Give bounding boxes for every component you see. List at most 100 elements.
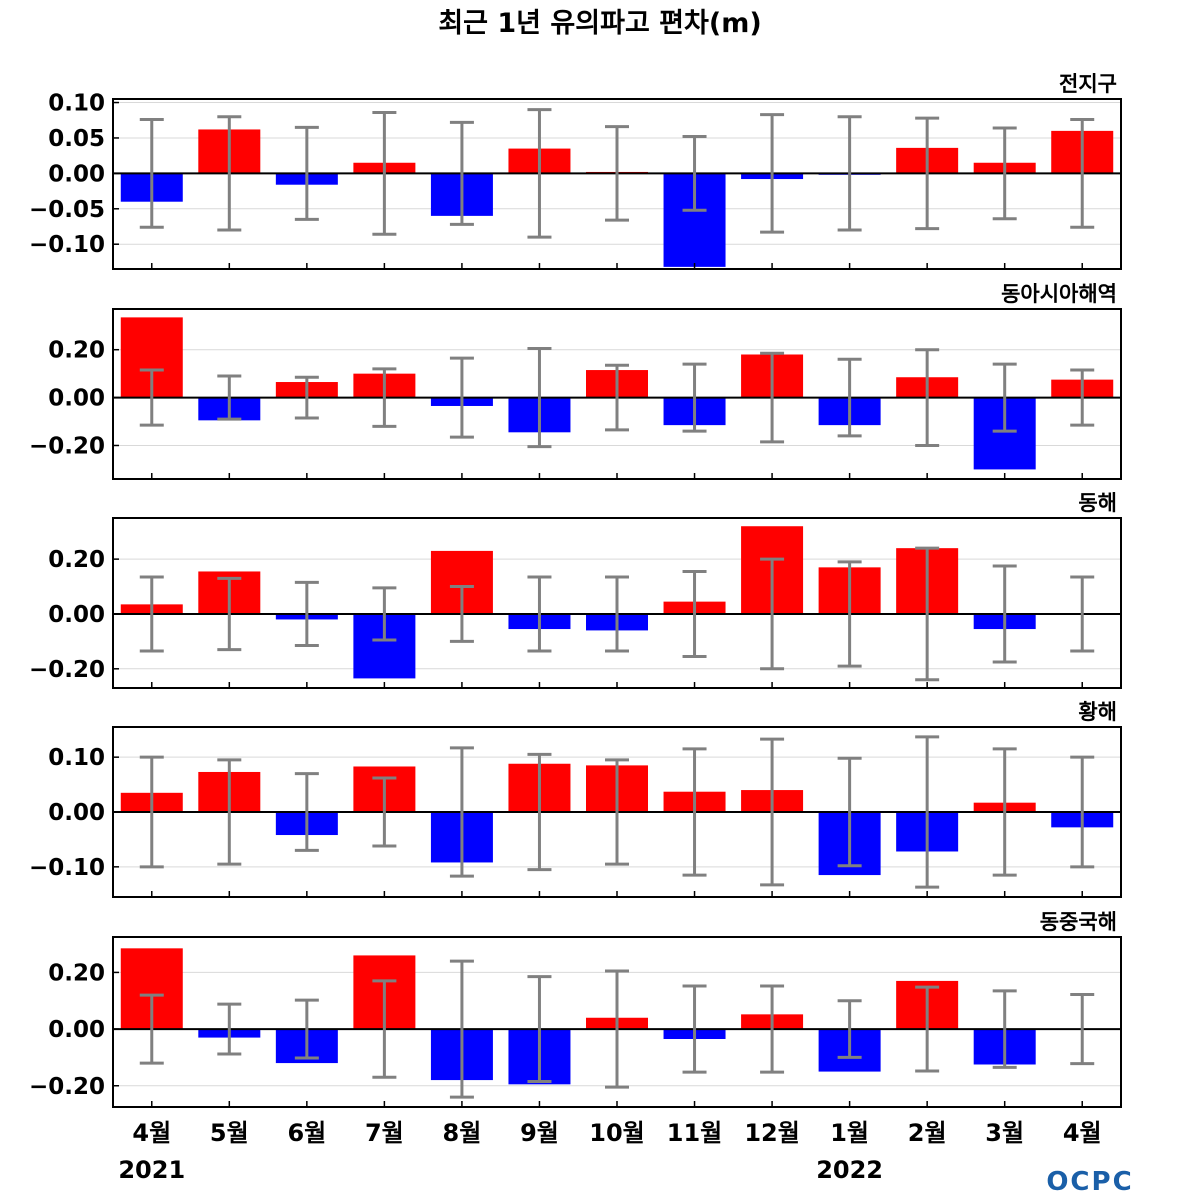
error-bar [449, 959, 474, 1099]
panel-region-label: 동아시아해역 [1001, 282, 1117, 306]
error-bar [837, 357, 862, 438]
error-bar [605, 969, 629, 1089]
error-bar [294, 125, 319, 221]
panel-region-label: 동해 [1078, 491, 1117, 515]
error-bar [837, 560, 862, 668]
x-tick-label: 8월 [443, 1119, 482, 1147]
year-label: 2021 [118, 1156, 185, 1184]
y-tick-label: 0.20 [48, 960, 105, 986]
error-bar [527, 347, 552, 449]
error-bar [449, 120, 474, 226]
x-tick-label: 3월 [985, 1119, 1024, 1147]
error-bar [449, 585, 474, 643]
y-tick-label: 0.00 [48, 1017, 105, 1043]
error-bar [294, 375, 319, 420]
error-bar [992, 362, 1017, 433]
y-tick-label: 0.00 [48, 161, 105, 187]
error-bar [372, 586, 397, 642]
error-bar [217, 374, 242, 421]
error-bar [605, 758, 629, 866]
y-tick-label: 0.20 [48, 547, 105, 573]
error-bar [760, 113, 785, 234]
error-bar [915, 116, 940, 231]
error-bar [992, 564, 1017, 664]
error-bar [915, 546, 940, 682]
panel-region-label: 전지구 [1059, 72, 1117, 96]
x-tick-label: 4월 [1063, 1119, 1102, 1147]
error-bar [139, 993, 164, 1065]
x-tick-label: 7월 [365, 1119, 404, 1147]
x-tick-label: 10월 [589, 1119, 644, 1147]
error-bar [760, 351, 785, 444]
year-label: 2022 [816, 1156, 883, 1184]
error-bar [760, 557, 785, 671]
error-bar [139, 118, 164, 229]
x-axis-labels: 4월 5월 6월 7월 8월 9월 10월 11월 12월 1월 2월 3월 4월 2021 2022 [118, 1119, 1101, 1184]
x-tick-label: 5월 [210, 1119, 249, 1147]
error-bar [1070, 118, 1095, 229]
panel-4: 0.20 0.00 −0.20 동중국해 [29, 910, 1122, 1108]
error-bar [449, 746, 474, 878]
error-bar [217, 576, 242, 652]
y-tick-label: 0.00 [48, 800, 105, 826]
error-bar [682, 362, 707, 433]
x-tick-label: 4월 [132, 1119, 171, 1147]
error-bar [139, 575, 164, 653]
error-bar [294, 998, 319, 1060]
panel-region-label: 동중국해 [1040, 910, 1117, 934]
error-bar [915, 985, 940, 1073]
error-bar [760, 984, 785, 1074]
error-bar [294, 580, 319, 647]
panel-region-label: 황해 [1078, 700, 1117, 724]
panel-2: 0.20 0.00 −0.20 동해 [29, 491, 1122, 689]
error-bar [682, 984, 707, 1074]
error-bar [217, 1002, 242, 1056]
error-bar [992, 747, 1017, 877]
y-tick-label: −0.20 [29, 657, 105, 683]
error-bar [837, 999, 862, 1059]
error-bar [372, 367, 397, 428]
error-bar [837, 115, 862, 232]
error-bar [605, 125, 629, 222]
error-bar [372, 979, 397, 1079]
x-tick-label: 12월 [744, 1119, 799, 1147]
error-bar [682, 747, 707, 877]
error-bar [760, 737, 785, 887]
y-tick-label: −0.20 [29, 1074, 105, 1100]
error-bar [139, 755, 164, 869]
error-bar [217, 115, 242, 232]
y-tick-label: 0.00 [48, 602, 105, 628]
error-bar [372, 776, 397, 848]
error-bar [527, 752, 552, 872]
panel-1: 0.20 0.00 −0.20 동아시아해역 [29, 282, 1122, 480]
error-bar [605, 575, 629, 653]
error-bar [992, 126, 1017, 221]
error-bar [682, 135, 707, 212]
error-bar [217, 758, 242, 866]
error-bar [1070, 993, 1095, 1066]
y-tick-label: 0.05 [48, 126, 105, 152]
error-bar [682, 569, 707, 658]
error-bar [915, 348, 940, 447]
y-tick-label: 0.10 [48, 745, 105, 771]
error-bar [1070, 755, 1095, 869]
y-tick-label: 0.10 [48, 91, 105, 117]
error-bar [449, 356, 474, 439]
x-tick-label: 6월 [287, 1119, 326, 1147]
y-tick-label: −0.20 [29, 433, 105, 459]
y-tick-label: −0.10 [29, 855, 105, 881]
x-tick-label: 1월 [830, 1119, 869, 1147]
chart-title: 최근 1년 유의파고 편차(m) [438, 8, 761, 39]
error-bar [1070, 368, 1095, 427]
x-tick-label: 9월 [520, 1119, 559, 1147]
error-bar [527, 975, 552, 1083]
error-bar [915, 735, 940, 889]
error-bar [1070, 575, 1095, 653]
panel-3: 0.10 0.00 −0.10 황해 [29, 700, 1122, 898]
y-tick-label: −0.05 [29, 197, 105, 223]
x-tick-label: 2월 [908, 1119, 947, 1147]
error-bar [139, 368, 164, 427]
error-bar [527, 108, 552, 239]
x-tick-label: 11월 [667, 1119, 722, 1147]
